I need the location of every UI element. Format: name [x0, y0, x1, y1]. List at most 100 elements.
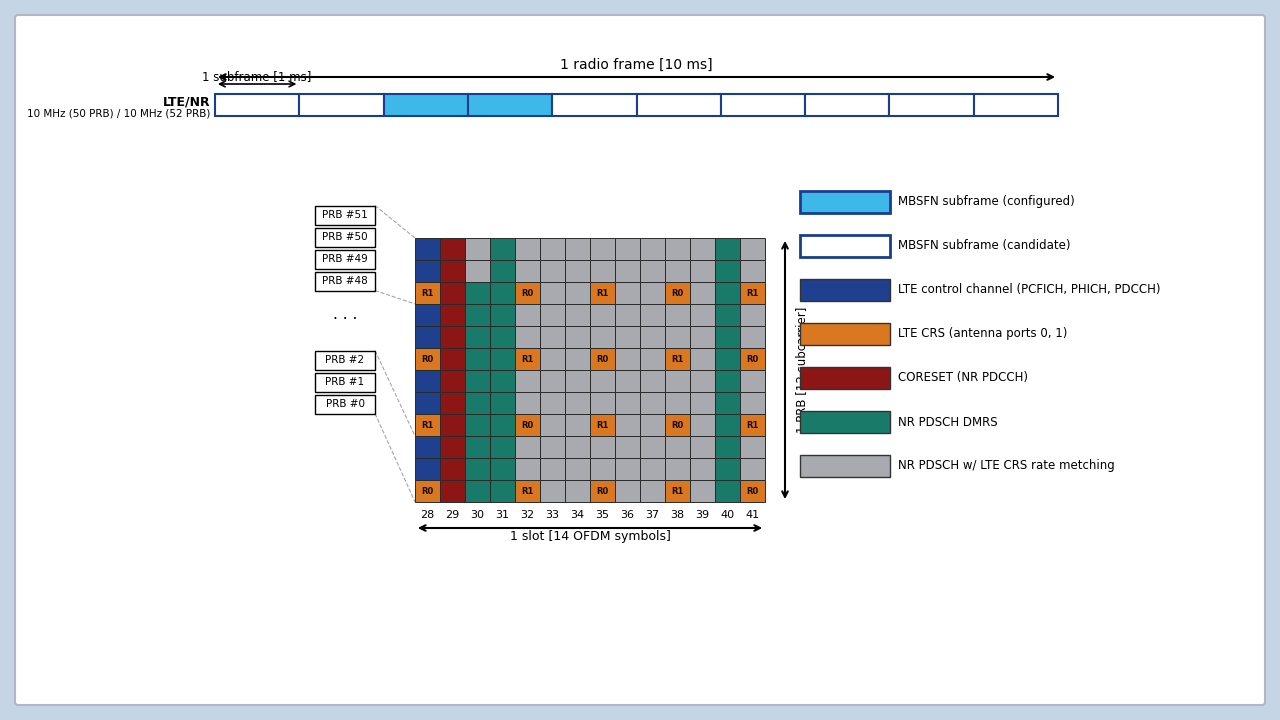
- Bar: [540, 304, 564, 326]
- Bar: [415, 282, 440, 304]
- Bar: [800, 235, 890, 257]
- Bar: [465, 436, 490, 458]
- Text: PRB #1: PRB #1: [325, 377, 365, 387]
- Bar: [415, 304, 440, 326]
- Bar: [690, 326, 716, 348]
- Text: R1: R1: [746, 420, 759, 430]
- Bar: [640, 392, 666, 414]
- Bar: [590, 326, 614, 348]
- Bar: [640, 480, 666, 502]
- Bar: [440, 260, 465, 282]
- Bar: [666, 348, 690, 370]
- Bar: [740, 436, 765, 458]
- Bar: [614, 348, 640, 370]
- Bar: [666, 458, 690, 480]
- Bar: [315, 395, 375, 413]
- Bar: [490, 260, 515, 282]
- Bar: [614, 326, 640, 348]
- Bar: [690, 414, 716, 436]
- Bar: [666, 436, 690, 458]
- Text: 34: 34: [571, 510, 585, 520]
- Text: 32: 32: [521, 510, 535, 520]
- Text: 29: 29: [445, 510, 460, 520]
- Bar: [490, 436, 515, 458]
- Bar: [666, 370, 690, 392]
- Bar: [540, 370, 564, 392]
- Bar: [440, 392, 465, 414]
- Bar: [440, 238, 465, 260]
- Bar: [640, 436, 666, 458]
- Bar: [540, 414, 564, 436]
- Bar: [415, 348, 440, 370]
- Bar: [590, 304, 614, 326]
- Bar: [440, 458, 465, 480]
- Bar: [490, 370, 515, 392]
- Text: R1: R1: [521, 354, 534, 364]
- Bar: [716, 282, 740, 304]
- Bar: [515, 436, 540, 458]
- Bar: [716, 260, 740, 282]
- Bar: [515, 392, 540, 414]
- Bar: [690, 480, 716, 502]
- FancyBboxPatch shape: [15, 15, 1265, 705]
- Text: 36: 36: [621, 510, 635, 520]
- Text: R1: R1: [596, 289, 609, 297]
- Bar: [690, 348, 716, 370]
- Bar: [384, 94, 468, 116]
- Bar: [415, 370, 440, 392]
- Bar: [740, 458, 765, 480]
- Bar: [590, 282, 614, 304]
- Text: R1: R1: [421, 289, 434, 297]
- Bar: [716, 304, 740, 326]
- Bar: [465, 238, 490, 260]
- Bar: [564, 304, 590, 326]
- Text: R0: R0: [421, 487, 434, 495]
- Bar: [690, 370, 716, 392]
- Bar: [590, 480, 614, 502]
- Bar: [415, 458, 440, 480]
- Bar: [490, 304, 515, 326]
- Text: R1: R1: [671, 354, 684, 364]
- Bar: [666, 480, 690, 502]
- Bar: [415, 326, 440, 348]
- Bar: [564, 480, 590, 502]
- Text: 30: 30: [471, 510, 485, 520]
- Bar: [465, 348, 490, 370]
- Bar: [490, 282, 515, 304]
- Bar: [640, 326, 666, 348]
- Text: PRB #0: PRB #0: [325, 399, 365, 409]
- Bar: [614, 436, 640, 458]
- Bar: [540, 282, 564, 304]
- Bar: [740, 392, 765, 414]
- Bar: [614, 238, 640, 260]
- Bar: [540, 480, 564, 502]
- Bar: [315, 351, 375, 369]
- Bar: [640, 282, 666, 304]
- Bar: [740, 480, 765, 502]
- Bar: [440, 436, 465, 458]
- Bar: [515, 370, 540, 392]
- Text: PRB #51: PRB #51: [323, 210, 367, 220]
- Bar: [716, 458, 740, 480]
- Bar: [515, 304, 540, 326]
- Bar: [465, 370, 490, 392]
- Bar: [465, 326, 490, 348]
- Text: R1: R1: [746, 289, 759, 297]
- Text: R0: R0: [521, 289, 534, 297]
- Bar: [740, 282, 765, 304]
- Bar: [716, 392, 740, 414]
- Bar: [974, 94, 1059, 116]
- Bar: [614, 304, 640, 326]
- Bar: [415, 480, 440, 502]
- Text: LTE control channel (PCFICH, PHICH, PDCCH): LTE control channel (PCFICH, PHICH, PDCC…: [899, 284, 1161, 297]
- Bar: [415, 238, 440, 260]
- Bar: [590, 348, 614, 370]
- Bar: [564, 238, 590, 260]
- Text: 1 PRB [12 subcarrier]: 1 PRB [12 subcarrier]: [795, 307, 808, 433]
- Bar: [590, 392, 614, 414]
- Text: 10 MHz (50 PRB) / 10 MHz (52 PRB): 10 MHz (50 PRB) / 10 MHz (52 PRB): [27, 108, 210, 118]
- Bar: [415, 414, 440, 436]
- Bar: [590, 458, 614, 480]
- Bar: [540, 260, 564, 282]
- Bar: [614, 260, 640, 282]
